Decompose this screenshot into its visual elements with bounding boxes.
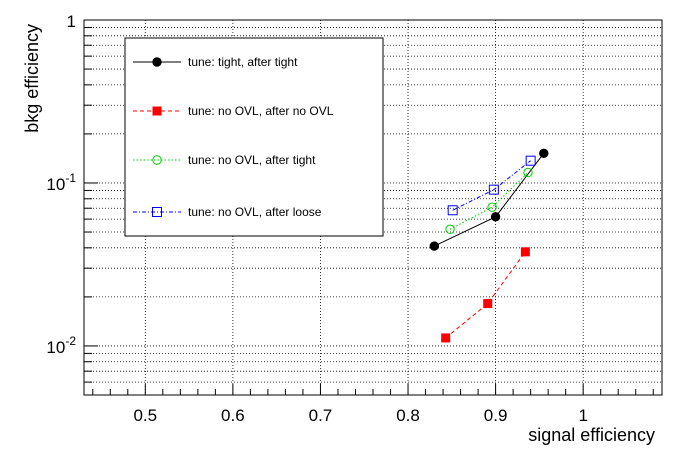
series-2 — [441, 247, 530, 343]
axis-ticks: 0.5 0.6 0.7 0.8 0.9 1 10-2 10-1 1 — [46, 12, 654, 425]
y-tick-label: 10-2 — [46, 334, 76, 357]
data-point-square-marker — [441, 333, 451, 343]
legend-label: tune: no OVL, after no OVL — [188, 104, 334, 118]
series-3 — [445, 167, 533, 234]
legend-label: tune: no OVL, after loose — [188, 205, 322, 219]
data-point-open-circle-marker — [445, 224, 455, 234]
data-point-square-marker — [520, 247, 530, 257]
series-layer — [429, 148, 549, 343]
legend-label: tune: tight, after tight — [188, 55, 298, 69]
x-tick-label: 0.5 — [133, 406, 157, 425]
data-point-open-square-marker — [525, 155, 536, 166]
series-1 — [429, 148, 549, 251]
data-point-square-marker — [483, 299, 493, 309]
x-tick-label: 0.9 — [484, 406, 508, 425]
data-point-circle-marker — [539, 148, 549, 159]
data-point-open-circle-marker — [523, 167, 533, 178]
series-line — [449, 172, 529, 230]
legend-circle-marker — [152, 57, 162, 67]
legend-open-circle-marker — [152, 155, 162, 165]
data-point-circle-marker — [429, 241, 440, 251]
series-line — [445, 251, 526, 339]
y-axis-title: bkg efficiency — [22, 24, 42, 133]
data-point-circle-marker — [490, 212, 501, 222]
x-tick-label: 0.7 — [309, 406, 333, 425]
y-tick-label: 10-1 — [46, 171, 76, 194]
x-axis-title: signal efficiency — [528, 425, 655, 445]
data-point-open-circle-marker — [487, 202, 497, 212]
legend-box — [124, 37, 384, 237]
legend: tune: tight, after tight tune: no OVL, af… — [124, 37, 384, 237]
legend-label: tune: no OVL, after tight — [188, 153, 316, 167]
legend-open-square-marker — [152, 207, 162, 217]
x-tick-label: 1 — [578, 406, 587, 425]
legend-square-marker — [152, 106, 162, 116]
x-tick-label: 0.6 — [221, 406, 245, 425]
series-4 — [447, 155, 536, 216]
data-point-open-square-marker — [447, 205, 458, 216]
y-tick-label: 1 — [67, 12, 76, 31]
data-point-open-square-marker — [488, 184, 499, 195]
x-tick-label: 0.8 — [396, 406, 420, 425]
series-line — [452, 160, 531, 211]
